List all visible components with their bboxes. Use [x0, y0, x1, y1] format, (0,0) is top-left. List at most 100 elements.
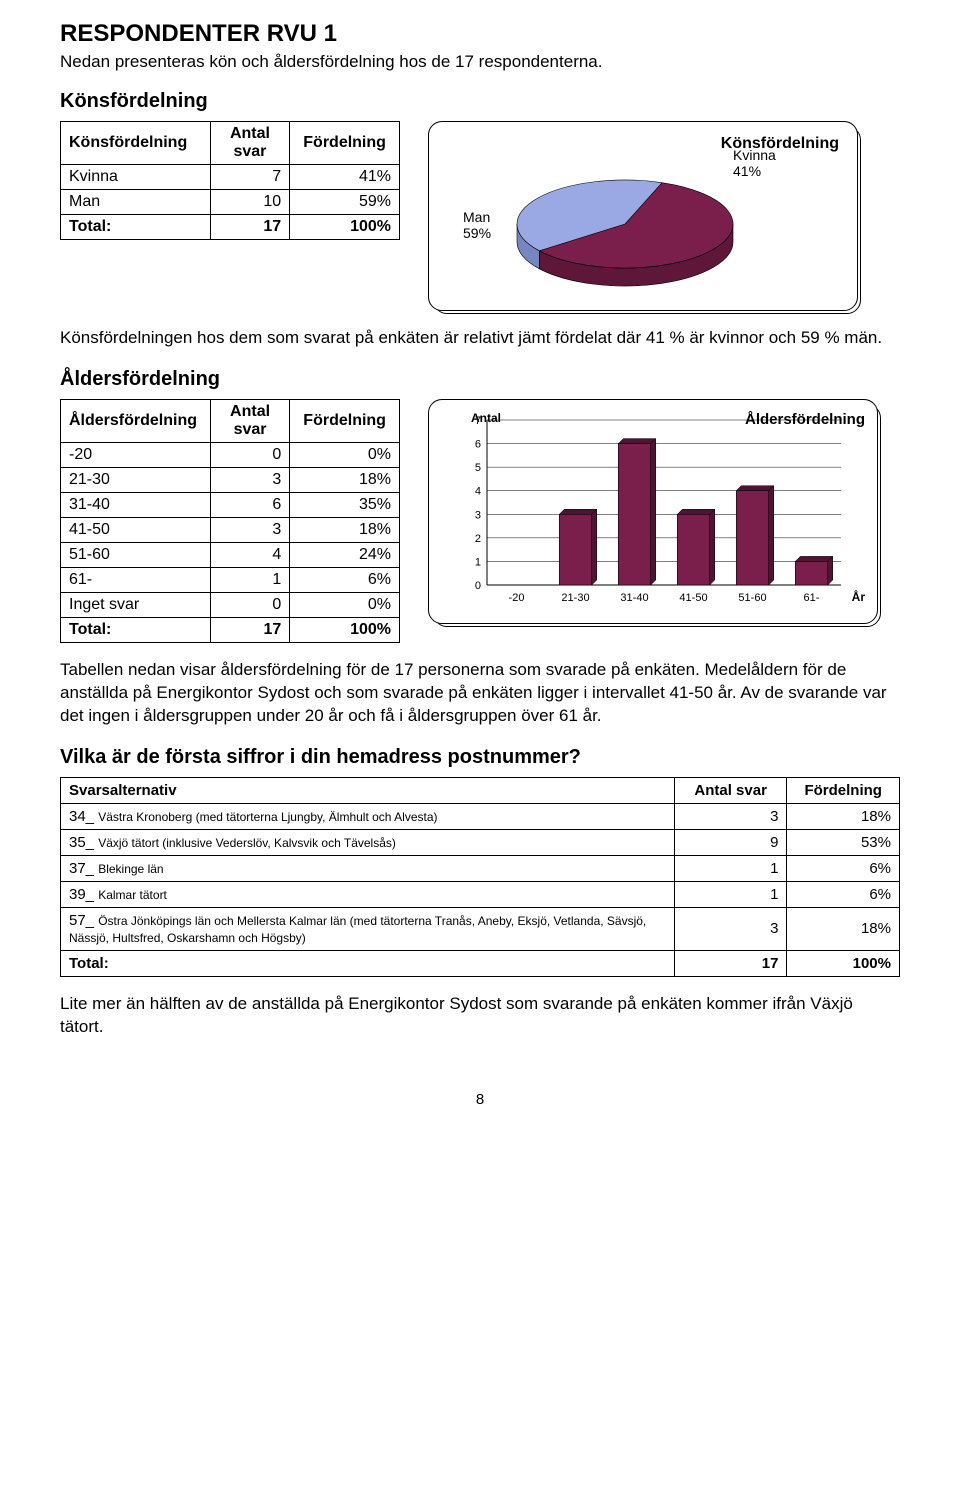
age-col-pct: Fördelning — [290, 399, 400, 442]
y-tick-label: 3 — [475, 509, 481, 521]
gender-chart-panel: KönsfördelningMan59%Kvinna41% — [428, 121, 858, 311]
table-row-pct: 41% — [290, 165, 400, 190]
table-row-pct: 0% — [290, 592, 400, 617]
question-caption: Lite mer än hälften av de anställda på E… — [60, 993, 900, 1039]
age-total-pct: 100% — [290, 617, 400, 642]
bar-top — [736, 486, 773, 491]
bar — [736, 491, 768, 585]
table-row-count: 6 — [210, 492, 289, 517]
table-row-count: 3 — [674, 907, 787, 950]
age-total-count: 17 — [210, 617, 289, 642]
bar-top — [618, 439, 655, 444]
table-row-pct: 18% — [787, 803, 900, 829]
gender-total-pct: 100% — [290, 215, 400, 240]
table-row-label: Inget svar — [61, 592, 211, 617]
table-row-pct: 6% — [787, 881, 900, 907]
table-row-pct: 24% — [290, 542, 400, 567]
postcode-total-pct: 100% — [787, 950, 900, 976]
question-title: Vilka är de första siffror i din hemadre… — [60, 746, 900, 769]
gender-caption: Könsfördelningen hos dem som svarat på e… — [60, 327, 900, 350]
bar-top — [795, 556, 832, 561]
gender-col-count: Antal svar — [210, 122, 290, 165]
y-tick-label: 6 — [475, 439, 481, 451]
pie-slice-label: Man59% — [463, 209, 491, 241]
table-row-count: 3 — [210, 467, 289, 492]
age-table-container: Åldersfördelning Antal svar Fördelning -… — [60, 399, 400, 643]
table-row-label: 51-60 — [61, 542, 211, 567]
gender-row: Könsfördelning Antal svar Fördelning Kvi… — [60, 121, 900, 311]
postcode-total-count: 17 — [674, 950, 787, 976]
age-col-label: Åldersfördelning — [61, 399, 211, 442]
age-col-count: Antal svar — [210, 399, 289, 442]
table-row-pct: 35% — [290, 492, 400, 517]
bar-chart-title: Åldersfördelning — [745, 411, 865, 428]
bar-side — [592, 509, 597, 585]
postcode-total-label: Total: — [61, 950, 675, 976]
x-tick-label: 21-30 — [561, 592, 589, 604]
page-intro: Nedan presenteras kön och åldersfördelni… — [60, 52, 900, 72]
x-axis-label: År — [852, 589, 866, 604]
age-section-title: Åldersfördelning — [60, 368, 900, 391]
pie-slice-label: Kvinna41% — [733, 147, 776, 179]
bar-side — [828, 556, 833, 585]
table-row-count: 0 — [210, 442, 289, 467]
table-row-label: 57_ Östra Jönköpings län och Mellersta K… — [61, 907, 675, 950]
gender-col-label: Könsfördelning — [61, 122, 211, 165]
table-row-count: 4 — [210, 542, 289, 567]
table-row-count: 3 — [674, 803, 787, 829]
bar — [795, 561, 827, 585]
table-row-pct: 59% — [290, 190, 400, 215]
table-row-label: Man — [61, 190, 211, 215]
bar-top — [559, 509, 596, 514]
table-row-count: 7 — [210, 165, 290, 190]
age-total-label: Total: — [61, 617, 211, 642]
table-row-pct: 18% — [290, 467, 400, 492]
table-row-label: 37_ Blekinge län — [61, 855, 675, 881]
age-chart-panel: 01234567AntalÅldersfördelning-2021-3031-… — [428, 399, 878, 624]
postcode-table: Svarsalternativ Antal svar Fördelning 34… — [60, 777, 900, 977]
bar — [618, 444, 650, 585]
bar — [559, 514, 591, 585]
bar-side — [710, 509, 715, 585]
table-row-pct: 6% — [290, 567, 400, 592]
age-caption: Tabellen nedan visar åldersfördelning fö… — [60, 659, 900, 728]
x-tick-label: 41-50 — [679, 592, 707, 604]
y-tick-label: 5 — [475, 462, 481, 474]
bar-top — [677, 509, 714, 514]
table-row-label: 21-30 — [61, 467, 211, 492]
table-row-pct: 6% — [787, 855, 900, 881]
gender-total-count: 17 — [210, 215, 290, 240]
age-bar-chart: 01234567AntalÅldersfördelning-2021-3031-… — [445, 410, 869, 613]
postcode-col-label: Svarsalternativ — [61, 777, 675, 803]
table-row-label: 41-50 — [61, 517, 211, 542]
table-row-count: 10 — [210, 190, 290, 215]
table-row-label: 61- — [61, 567, 211, 592]
table-row-label: 35_ Växjö tätort (inklusive Vederslöv, K… — [61, 829, 675, 855]
table-row-pct: 18% — [787, 907, 900, 950]
table-row-label: -20 — [61, 442, 211, 467]
postcode-col-count: Antal svar — [674, 777, 787, 803]
y-tick-label: 0 — [475, 580, 481, 592]
y-tick-label: 2 — [475, 533, 481, 545]
gender-total-label: Total: — [61, 215, 211, 240]
table-row-count: 1 — [210, 567, 289, 592]
table-row-label: Kvinna — [61, 165, 211, 190]
page-number: 8 — [60, 1091, 900, 1108]
table-row-label: 39_ Kalmar tätort — [61, 881, 675, 907]
x-tick-label: 61- — [804, 592, 820, 604]
age-table: Åldersfördelning Antal svar Fördelning -… — [60, 399, 400, 643]
table-row-count: 3 — [210, 517, 289, 542]
bar — [677, 514, 709, 585]
gender-col-pct: Fördelning — [290, 122, 400, 165]
x-tick-label: -20 — [509, 592, 525, 604]
bar-side — [769, 486, 774, 585]
gender-section-title: Könsfördelning — [60, 90, 900, 113]
page-title: RESPONDENTER RVU 1 — [60, 20, 900, 48]
bar-side — [651, 439, 656, 585]
x-tick-label: 51-60 — [738, 592, 766, 604]
gender-pie-chart: KönsfördelningMan59%Kvinna41% — [445, 132, 847, 300]
gender-table-container: Könsfördelning Antal svar Fördelning Kvi… — [60, 121, 400, 240]
y-axis-label: Antal — [471, 411, 501, 425]
page: RESPONDENTER RVU 1 Nedan presenteras kön… — [0, 0, 960, 1148]
gender-table: Könsfördelning Antal svar Fördelning Kvi… — [60, 121, 400, 240]
